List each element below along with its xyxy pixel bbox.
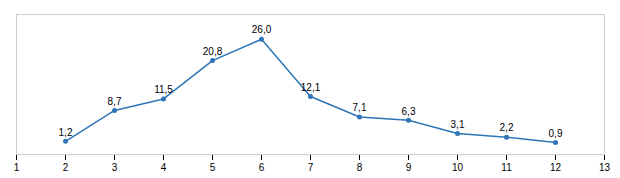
svg-text:11: 11 [501,162,512,173]
svg-text:3: 3 [112,162,118,173]
svg-text:0,9: 0,9 [549,128,563,139]
svg-text:8: 8 [357,162,363,173]
svg-text:10: 10 [452,162,464,173]
svg-text:4: 4 [161,162,167,173]
svg-text:6,3: 6,3 [402,106,416,117]
svg-text:1,2: 1,2 [59,127,73,138]
svg-text:7: 7 [308,162,314,173]
svg-text:12,1: 12,1 [301,82,321,93]
svg-text:1: 1 [14,162,20,173]
svg-text:2: 2 [63,162,69,173]
svg-text:26,0: 26,0 [252,24,272,35]
svg-text:3,1: 3,1 [451,119,465,130]
svg-text:7,1: 7,1 [353,102,367,113]
svg-text:5: 5 [210,162,216,173]
svg-text:6: 6 [259,162,265,173]
svg-text:9: 9 [406,162,412,173]
svg-text:11,5: 11,5 [154,84,173,95]
svg-text:8,7: 8,7 [108,96,122,107]
svg-text:12: 12 [550,162,562,173]
svg-text:2,2: 2,2 [500,122,514,133]
svg-text:13: 13 [599,162,611,173]
svg-text:20,8: 20,8 [203,46,223,57]
